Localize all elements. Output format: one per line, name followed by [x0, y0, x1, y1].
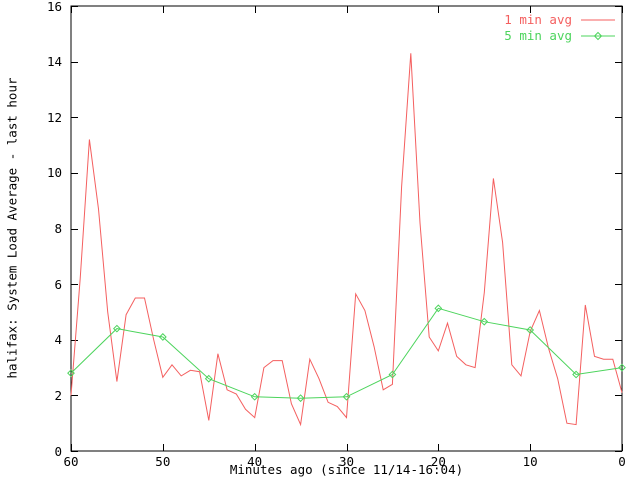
series-1-min-avg-line [70, 53, 623, 427]
legend-line-sample-1-min-avg-icon [581, 19, 615, 21]
diamond-marker-icon [434, 304, 443, 313]
y-tick-label: 14 [46, 54, 62, 70]
legend: 1 min avg 5 min avg [504, 13, 618, 43]
diamond-marker-icon [250, 392, 259, 401]
legend-item-5-min-avg: 5 min avg [504, 29, 618, 43]
y-tick-label: 4 [54, 332, 62, 348]
diamond-marker-icon [113, 324, 121, 333]
diamond-marker-icon [204, 374, 213, 383]
legend-label-5-min-avg: 5 min avg [504, 28, 572, 43]
diamond-marker-icon [526, 326, 535, 334]
legend-line-sample-5-min-avg-icon [581, 31, 615, 41]
diamond-marker-icon [67, 369, 75, 378]
y-tick-label: 6 [54, 276, 62, 292]
x-tick-label: 50 [155, 454, 171, 469]
y-tick-label: 16 [46, 0, 62, 14]
diamond-marker-icon [158, 333, 167, 341]
diamond-marker-icon [296, 394, 305, 403]
y-tick-label: 10 [46, 165, 62, 181]
diamond-marker-icon [342, 392, 351, 401]
legend-item-1-min-avg: 1 min avg [504, 13, 618, 27]
y-tick-label: 2 [54, 387, 62, 403]
x-tick-label: 0 [618, 454, 626, 469]
x-tick-label: 30 [338, 454, 355, 469]
x-axis-title: Minutes ago (since 11/14-16:04) [229, 462, 464, 477]
y-tick-label: 12 [46, 109, 62, 125]
y-tick-label: 0 [54, 443, 62, 459]
x-tick-label: 10 [522, 454, 538, 469]
y-tick-label: 8 [54, 221, 62, 236]
diamond-marker-icon [618, 363, 626, 372]
x-tick-label: 20 [430, 454, 446, 469]
x-tick-label: 60 [63, 454, 79, 469]
diamond-marker-icon [480, 317, 489, 326]
diamond-marker-icon [572, 370, 580, 379]
plot-border [70, 5, 623, 452]
series-5-min-avg-line [70, 307, 623, 399]
legend-label-1-min-avg: 1 min avg [504, 12, 572, 27]
diamond-marker-icon [388, 370, 397, 379]
x-tick-label: 40 [247, 454, 263, 469]
